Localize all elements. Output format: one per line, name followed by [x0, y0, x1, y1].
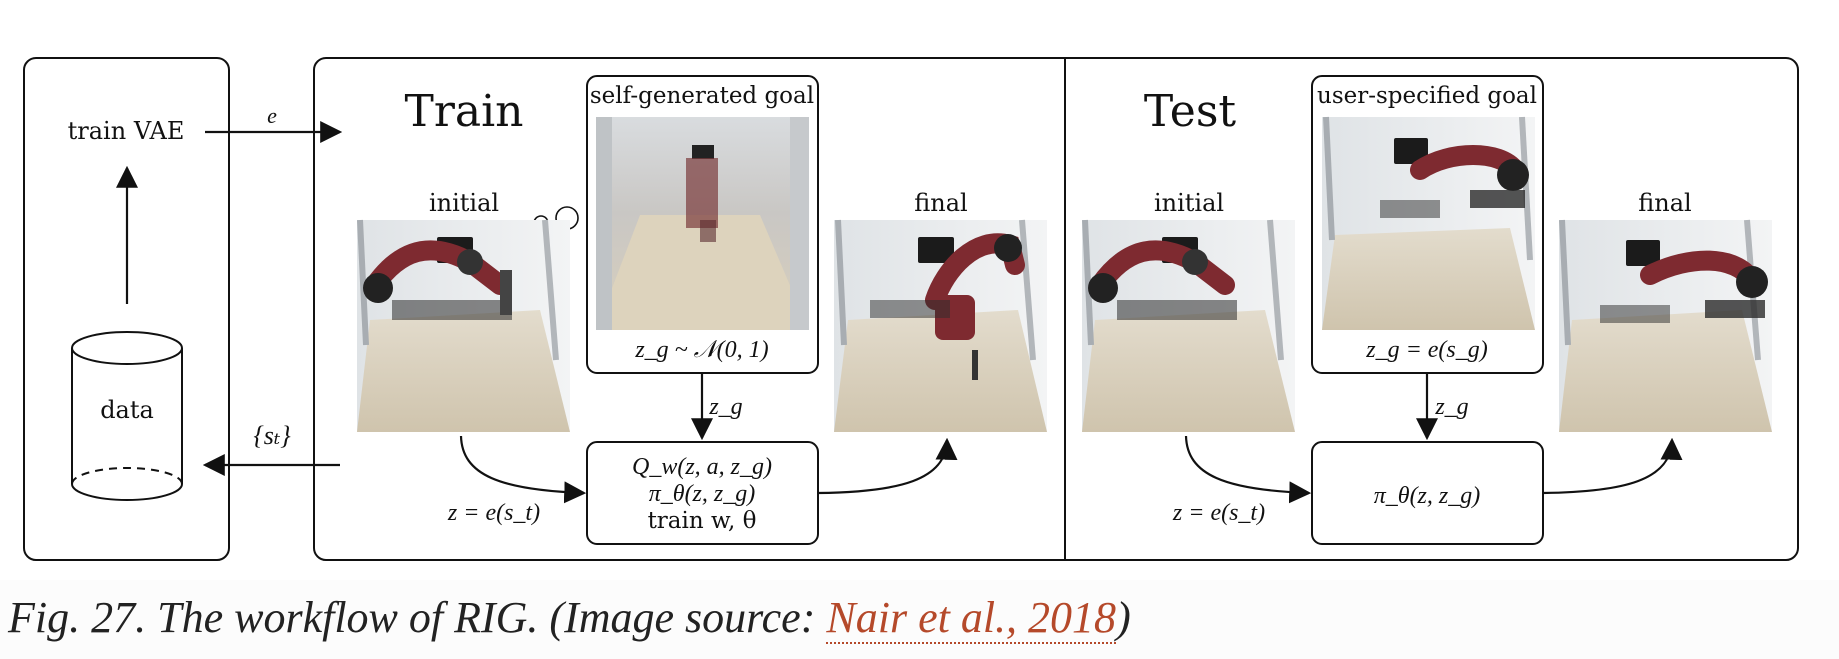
figure-caption: Fig. 27. The workflow of RIG. (Image sou… [8, 590, 1828, 646]
train-final-label: final [914, 189, 967, 217]
caption-prefix: Fig. 27. The workflow of RIG. (Image sou… [8, 593, 827, 642]
data-cylinder [71, 331, 183, 501]
test-pi-line: π_θ(z, z_g) [1374, 483, 1480, 509]
train-title: Train [404, 86, 523, 137]
train-initial-label: initial [429, 189, 499, 217]
test-title: Test [1144, 86, 1237, 137]
train-goal-label: self-generated goal [590, 83, 814, 109]
generated-goal-image [596, 117, 809, 330]
train-vae-label: train VAE [68, 117, 185, 145]
caption-suffix: ) [1116, 593, 1131, 642]
main-panel-frame [313, 57, 1799, 561]
train-goal-formula: z_g ~ 𝒩(0, 1) [634, 337, 768, 363]
test-goal-label: user-specified goal [1317, 83, 1537, 109]
source-link[interactable]: Nair et al., 2018 [826, 593, 1117, 644]
left-panel-frame [23, 57, 230, 561]
train-encode-label: z = e(s_t) [447, 500, 540, 526]
train-initial-image [357, 219, 570, 432]
test-encode-label: z = e(s_t) [1172, 500, 1265, 526]
train-q-line: Q_w(z, a, z_g) [632, 454, 772, 480]
test-final-label: final [1638, 189, 1691, 217]
train-update-line: train w, θ [648, 508, 757, 534]
test-encode-arrow [1184, 435, 1312, 504]
figure: train VAE data e {sₜ} Train self-generat… [23, 57, 1799, 561]
arrow-st-label: {sₜ} [253, 421, 291, 450]
train-encode-arrow [459, 435, 587, 504]
test-zg-label: z_g [1434, 394, 1468, 420]
test-final-image [1559, 219, 1772, 432]
train-act-arrow [817, 437, 958, 495]
rig-workflow-diagram: train VAE data e {sₜ} Train self-generat… [23, 57, 1799, 561]
arrow-e-label: e [267, 103, 277, 128]
test-initial-image [1082, 219, 1295, 432]
test-act-arrow [1542, 437, 1683, 495]
train-final-image [834, 219, 1047, 432]
test-initial-label: initial [1154, 189, 1224, 217]
data-label: data [100, 396, 154, 424]
train-zg-label: z_g [708, 394, 742, 420]
train-pi-line: π_θ(z, z_g) [649, 481, 755, 507]
test-goal-formula: z_g = e(s_g) [1365, 337, 1488, 363]
user-goal-image [1322, 116, 1535, 330]
